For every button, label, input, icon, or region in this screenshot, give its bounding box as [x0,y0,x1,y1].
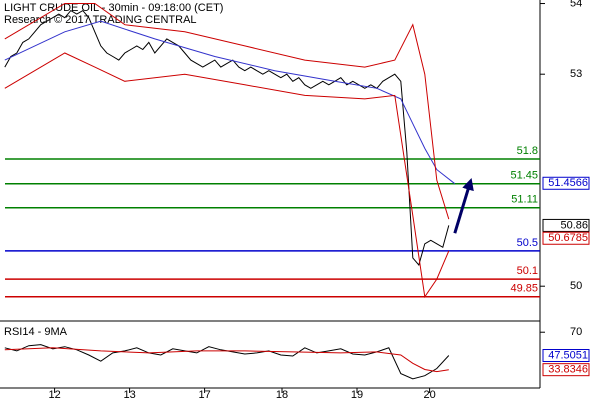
price-tag [542,218,590,232]
price-tag-label: 50.86 [560,219,588,231]
x-tick-label: 13 [123,389,135,400]
level-label: 51.11 [511,194,538,206]
x-tick-label: 20 [423,389,435,400]
x-tick-label: 17 [198,389,210,400]
series-line [4,52,450,299]
x-tick-label: 18 [276,389,288,400]
x-tick-label: 12 [48,389,60,400]
level-label: 50.5 [517,237,538,249]
x-tick-label: 19 [351,389,363,400]
price-tag [542,176,590,190]
level-label: 50.1 [517,265,538,277]
price-tag-label: 51.4566 [548,177,588,189]
series-line [4,347,449,373]
price-tag-label: 47.5051 [548,349,588,361]
chart-title: LIGHT CRUDE OIL - 30min - 09:18:00 (CET) [4,2,223,14]
price-tag [542,349,590,363]
y-tick-label: 54 [570,0,582,9]
price-tag [542,363,590,377]
price-tag-label: 33.8346 [548,364,588,376]
chart-subtitle: Research © 2017 TRADING CENTRAL [4,14,197,26]
forecast-arrow [453,177,474,234]
series-line [4,20,456,185]
y-tick-label: 53 [570,68,582,80]
series-line [4,9,450,267]
price-tag [542,231,590,245]
y-tick-label: 50 [570,280,582,292]
panel-title: RSI14 - 9MA [4,326,68,338]
level-label: 51.8 [517,145,538,157]
level-label: 49.85 [510,283,538,295]
price-tag-label: 50.6785 [548,232,588,244]
series-line [4,3,450,220]
level-label: 51.45 [510,170,538,182]
y-tick-label: 70 [570,326,582,338]
